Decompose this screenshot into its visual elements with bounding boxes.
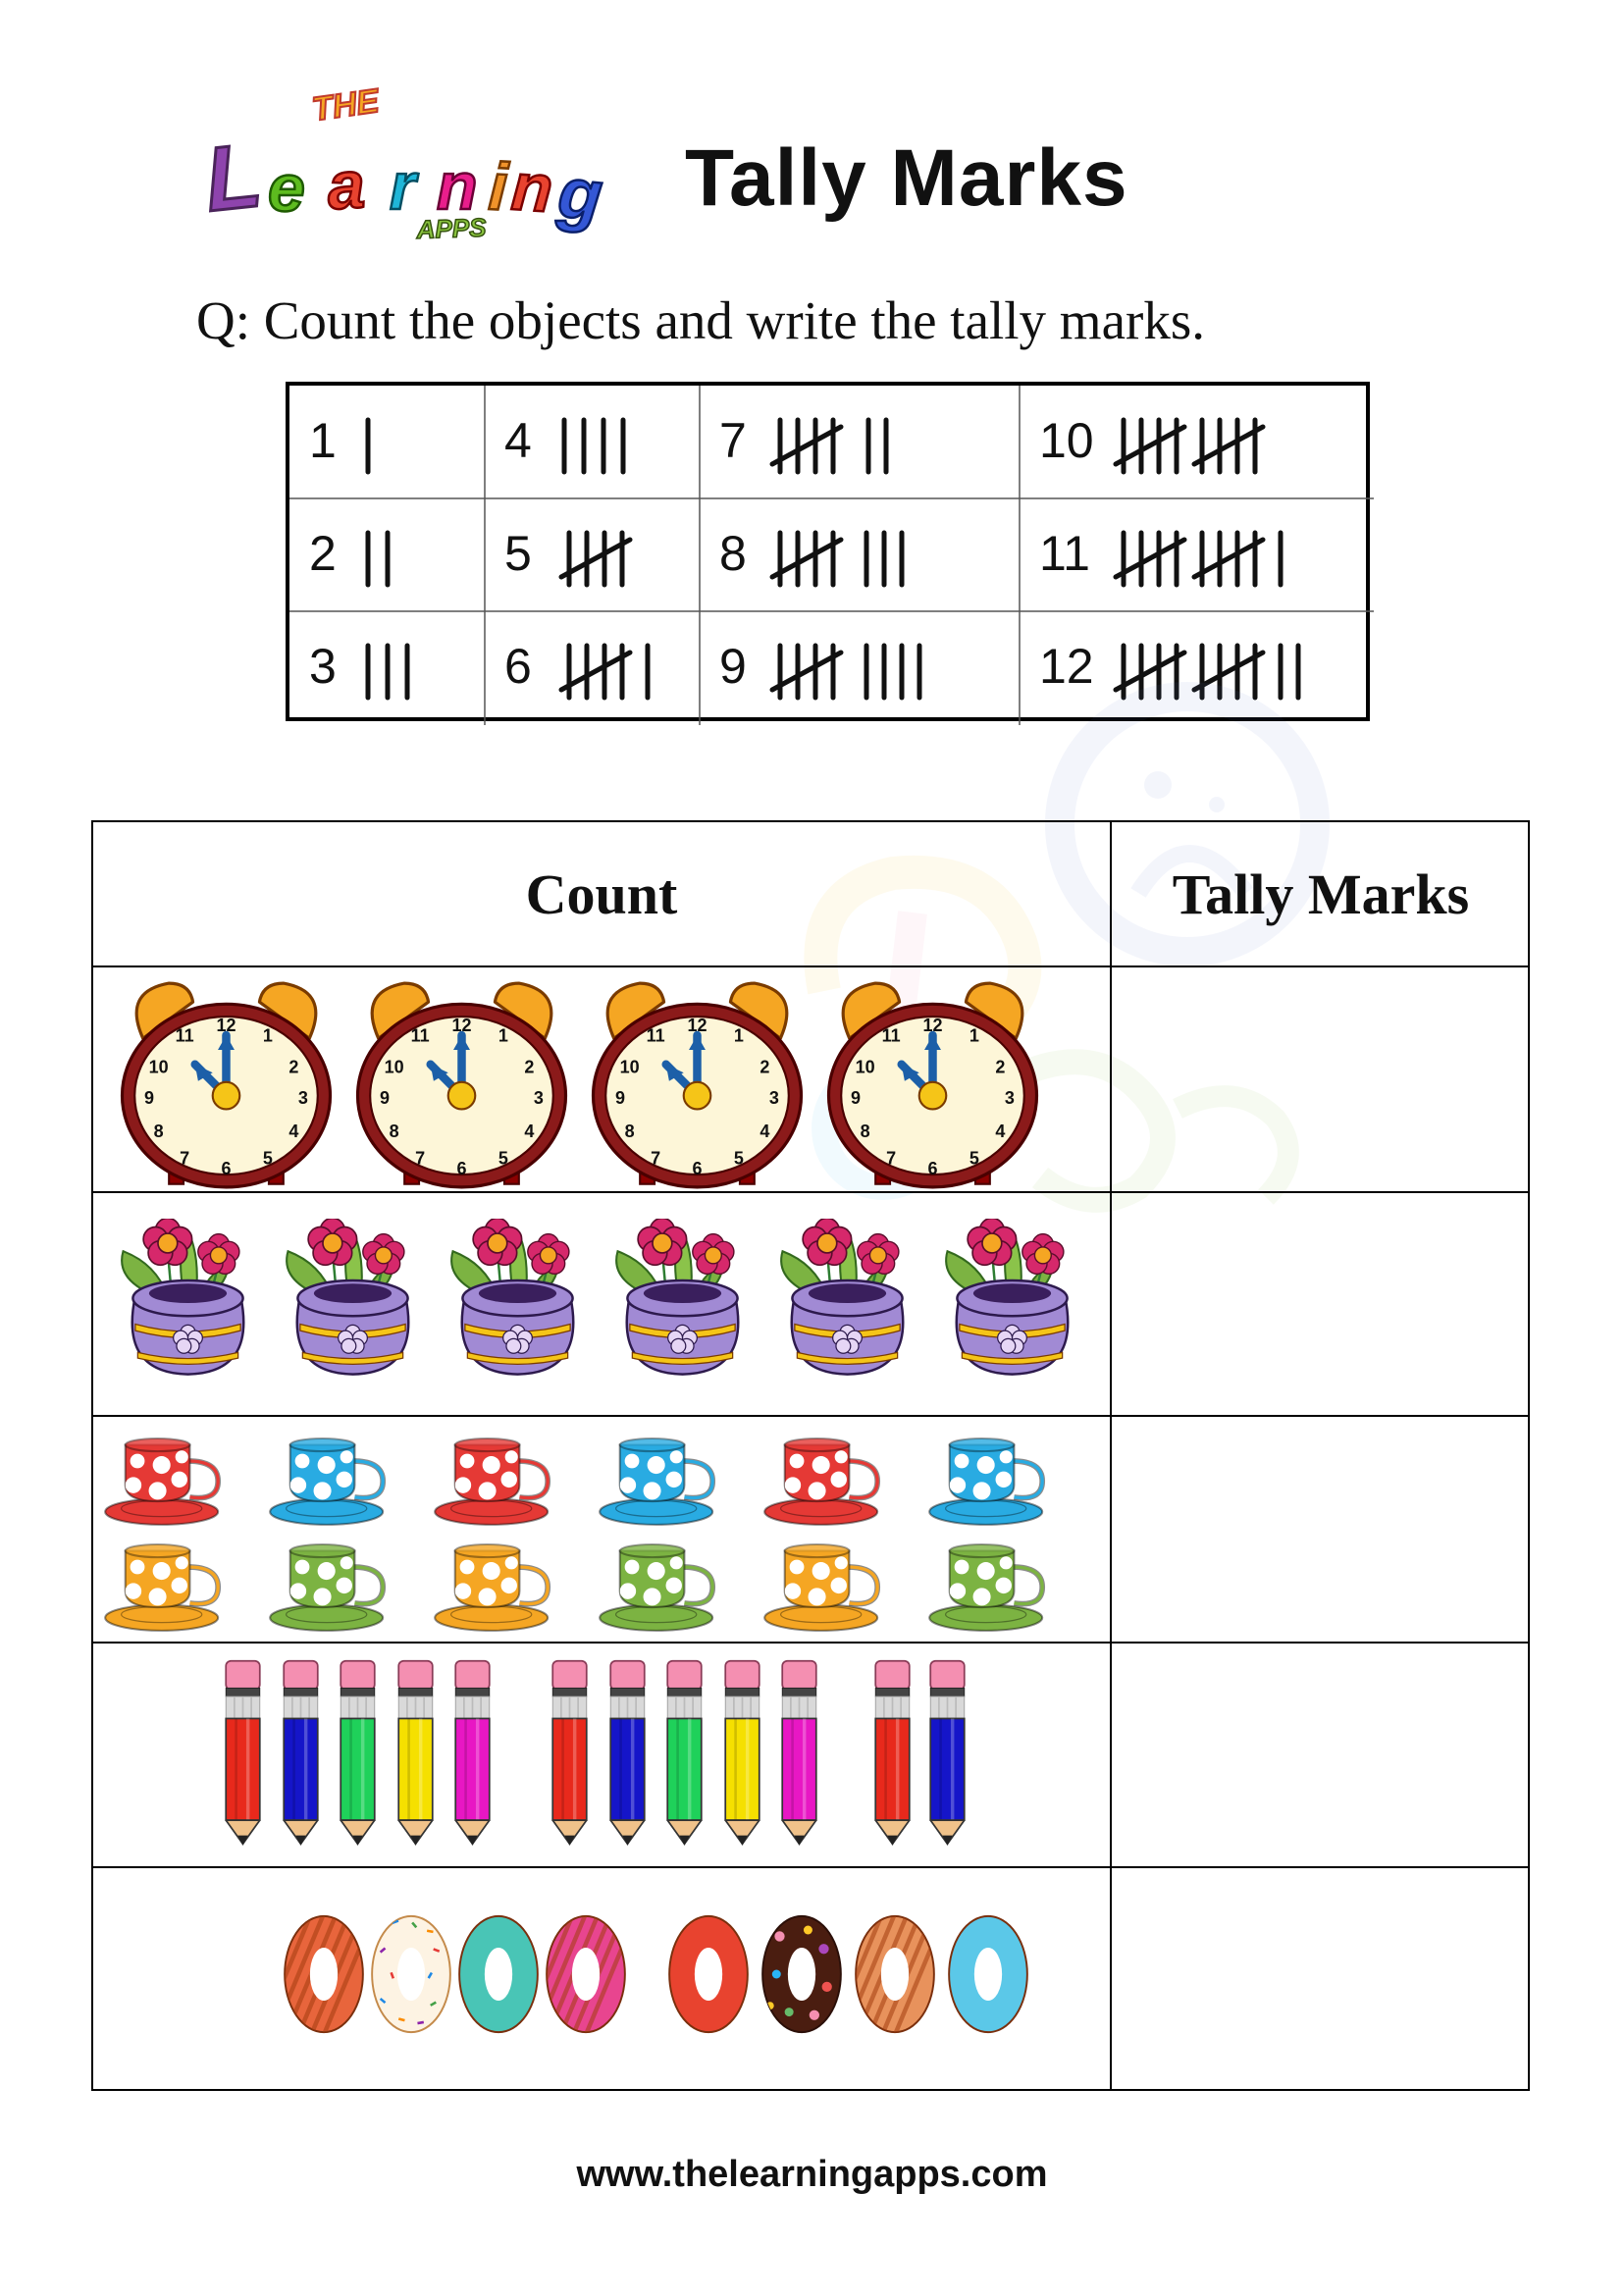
svg-text:2: 2 <box>309 526 337 581</box>
svg-text:r: r <box>390 149 419 224</box>
svg-text:n: n <box>509 149 555 227</box>
svg-text:i: i <box>487 149 511 225</box>
svg-text:7: 7 <box>719 413 747 468</box>
svg-text:11: 11 <box>1039 526 1090 581</box>
svg-text:a: a <box>326 147 367 224</box>
svg-text:e: e <box>268 151 305 226</box>
svg-text:THE: THE <box>310 82 383 129</box>
svg-text:g: g <box>553 153 605 235</box>
svg-text:4: 4 <box>504 413 532 468</box>
svg-text:APPS: APPS <box>415 213 487 240</box>
svg-text:L: L <box>201 126 266 231</box>
svg-text:8: 8 <box>719 526 747 581</box>
svg-text:3: 3 <box>309 639 337 694</box>
svg-text:5: 5 <box>504 526 532 581</box>
svg-text:9: 9 <box>719 639 747 694</box>
svg-text:1: 1 <box>309 413 337 468</box>
svg-text:6: 6 <box>504 639 532 694</box>
svg-text:10: 10 <box>1039 413 1094 468</box>
